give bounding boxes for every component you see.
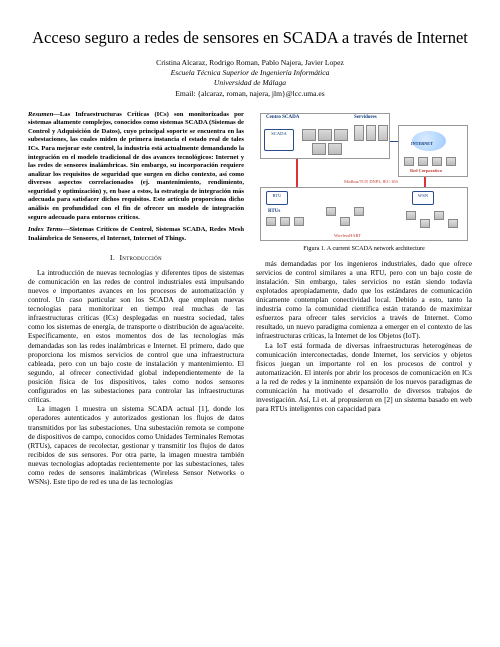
- abstract: Resumen—Las Infraestructuras Críticas (I…: [28, 111, 244, 222]
- fig-sdev-3: [432, 157, 442, 166]
- fig-label-protocols: Modbus/TCP, DNP3, IEC-104: [344, 179, 398, 185]
- fig-label-servidores: Servidores: [354, 115, 377, 121]
- fig-line-2: [296, 159, 298, 187]
- fig-label-hart: WirelessHART: [334, 233, 361, 239]
- affiliation-1: Escuela Técnica Superior de Ingeniería I…: [28, 68, 472, 78]
- left-column: Resumen—Las Infraestructuras Críticas (I…: [28, 111, 244, 487]
- fig-wsn-4: [448, 219, 458, 228]
- fig-rtu-1: [266, 217, 276, 226]
- fig-server-2: [366, 125, 376, 141]
- authors-line: Cristina Alcaraz, Rodrigo Roman, Pablo N…: [28, 58, 472, 68]
- abstract-body: Las Infraestructuras Críticas (ICs) son …: [28, 111, 244, 221]
- fig-wsn-2: [420, 219, 430, 228]
- fig-label-rtus: RTUs: [268, 209, 280, 215]
- fig-device-4: [312, 143, 326, 155]
- fig-label-internet: INTERNET: [411, 141, 433, 146]
- fig-rtu-3: [294, 217, 304, 226]
- fig-sdev-2: [418, 157, 428, 166]
- authors-block: Cristina Alcaraz, Rodrigo Roman, Pablo N…: [28, 58, 472, 99]
- fig-sdev-1: [404, 157, 414, 166]
- section-1-number: I.: [110, 253, 115, 262]
- fig-label-redcorp: Red Corporativa: [410, 168, 442, 174]
- fig-wsn-3: [434, 211, 444, 220]
- right-column: Centro SCADA Servidores SCADA INTERNET: [256, 111, 472, 487]
- fig-device-3: [334, 129, 348, 141]
- index-terms: Index Terms—Sistemas Críticos de Control…: [28, 226, 244, 243]
- fig-device-2: [318, 129, 332, 141]
- intro-paragraph-2: La imagen 1 muestra un sistema SCADA act…: [28, 404, 244, 486]
- section-1-heading: I. Introducción: [28, 253, 244, 262]
- fig-device-1: [302, 129, 316, 141]
- index-terms-label: Index Terms—: [28, 226, 69, 233]
- email-line: Email: {alcaraz, roman, najera, jlm}@lcc…: [28, 89, 472, 99]
- abstract-label: Resumen—: [28, 111, 60, 118]
- fig-box-rtu: RTU: [266, 191, 288, 205]
- fig-rtu-2: [280, 217, 290, 226]
- fig-device-5: [328, 143, 342, 155]
- fig-wsn-1: [406, 211, 416, 220]
- fig-server-1: [354, 125, 364, 141]
- fig-line-1: [390, 141, 398, 142]
- fig-sensor-2: [340, 217, 350, 226]
- fig-box-scada: SCADA: [264, 129, 294, 151]
- figure-1-caption: Figura 1. A current SCADA network archit…: [256, 245, 472, 253]
- affiliation-2: Universidad de Málaga: [28, 78, 472, 88]
- fig-sensor-3: [354, 207, 364, 216]
- figure-1-diagram: Centro SCADA Servidores SCADA INTERNET: [256, 111, 472, 243]
- figure-1: Centro SCADA Servidores SCADA INTERNET: [256, 111, 472, 253]
- two-column-body: Resumen—Las Infraestructuras Críticas (I…: [28, 111, 472, 487]
- fig-server-3: [378, 125, 388, 141]
- section-1-name: Introducción: [119, 253, 162, 262]
- intro-paragraph-1: La introducción de nuevas tecnologías y …: [28, 268, 244, 405]
- paper-title: Acceso seguro a redes de sensores en SCA…: [28, 28, 472, 48]
- fig-sdev-4: [446, 157, 456, 166]
- fig-box-wsn: WSN: [412, 191, 434, 205]
- fig-sensor-1: [326, 207, 336, 216]
- fig-label-centro: Centro SCADA: [266, 115, 299, 121]
- col2-paragraph-1: más demandadas por los ingenieros indust…: [256, 259, 472, 341]
- col2-paragraph-2: La IoT está formada de diversas infraest…: [256, 341, 472, 414]
